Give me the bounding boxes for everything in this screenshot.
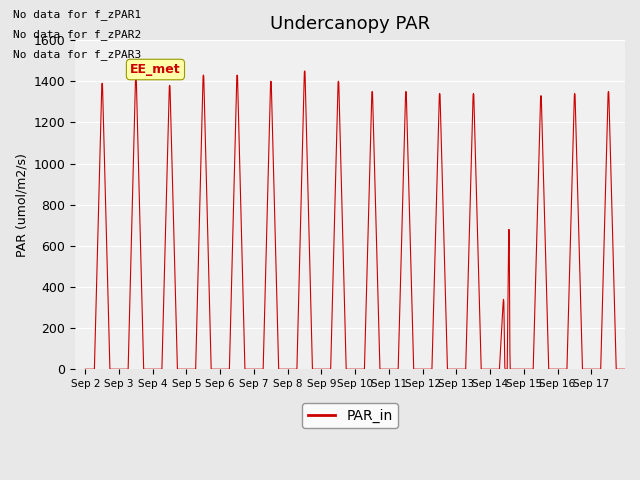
Title: Undercanopy PAR: Undercanopy PAR	[270, 15, 430, 33]
Text: No data for f_zPAR3: No data for f_zPAR3	[13, 49, 141, 60]
Text: No data for f_zPAR1: No data for f_zPAR1	[13, 9, 141, 20]
Legend: PAR_in: PAR_in	[302, 403, 398, 428]
Text: EE_met: EE_met	[130, 63, 180, 76]
Y-axis label: PAR (umol/m2/s): PAR (umol/m2/s)	[15, 153, 28, 257]
Text: No data for f_zPAR2: No data for f_zPAR2	[13, 29, 141, 40]
